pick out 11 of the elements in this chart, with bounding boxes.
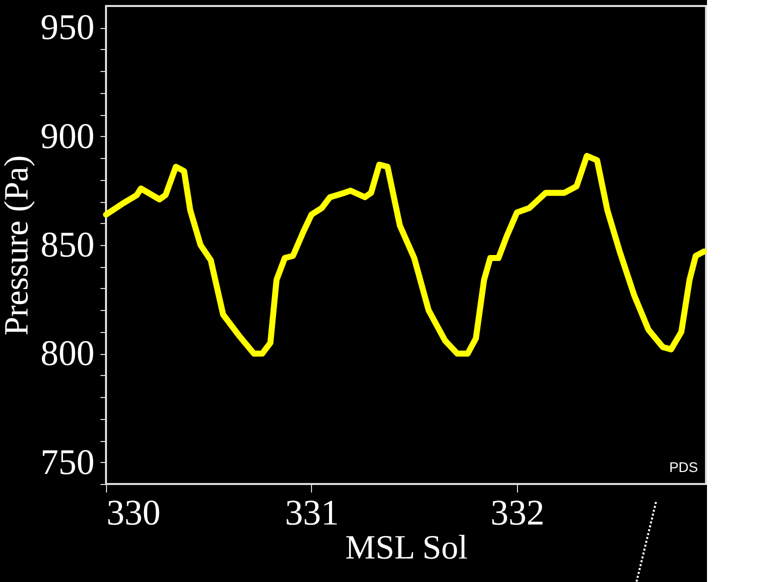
y-tick-label: 950 xyxy=(40,7,94,48)
x-tick-label: 331 xyxy=(284,492,339,532)
x-tick-label: 330 xyxy=(106,492,160,532)
x-tick-label: 332 xyxy=(490,492,544,532)
y-axis-title: Pressure (Pa) xyxy=(0,155,36,336)
annotation: PDS xyxy=(669,459,698,475)
y-tick-label: 850 xyxy=(40,224,94,264)
y-tick-label: 800 xyxy=(40,333,94,374)
y-tick-label: 750 xyxy=(40,442,94,482)
x-axis-title: MSL Sol xyxy=(345,530,468,566)
y-tick-label: 900 xyxy=(40,116,94,156)
